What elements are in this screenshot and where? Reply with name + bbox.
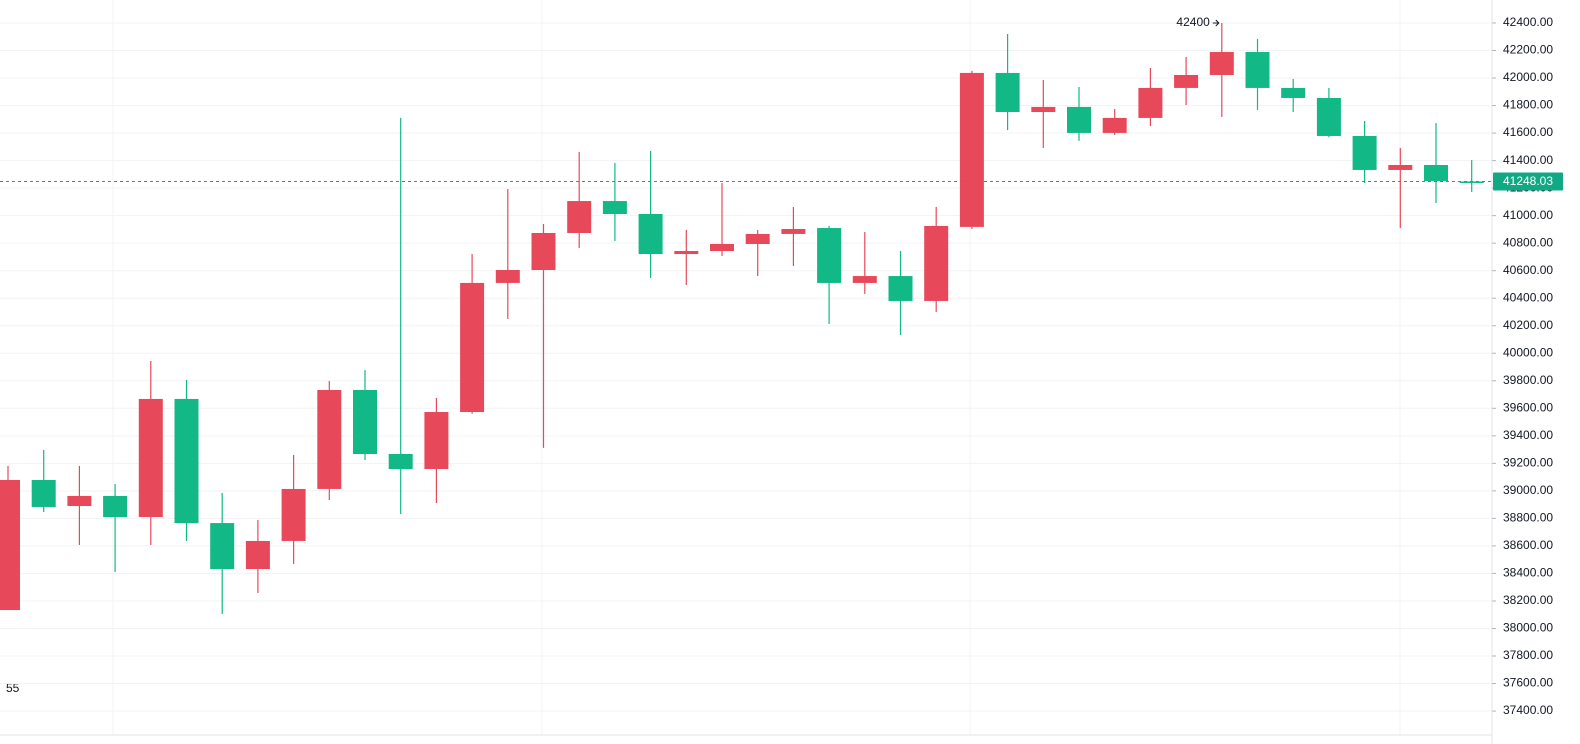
y-tick-label: 37600.00 — [1503, 676, 1553, 690]
y-tick-label: 39800.00 — [1503, 373, 1553, 387]
candle-body — [1281, 87, 1306, 98]
y-tick-label: 38200.00 — [1503, 593, 1553, 607]
candle-body — [995, 72, 1020, 113]
y-tick-label: 41800.00 — [1503, 98, 1553, 112]
last-price-badge — [1493, 172, 1563, 191]
y-tick-label: 38400.00 — [1503, 566, 1553, 580]
candle-body — [0, 480, 20, 611]
y-tick-label: 41400.00 — [1503, 153, 1553, 167]
y-tick-label: 39000.00 — [1503, 483, 1553, 497]
corner-label: 55 — [6, 681, 20, 695]
y-tick-label: 40400.00 — [1503, 290, 1553, 304]
y-tick-label: 42000.00 — [1503, 70, 1553, 84]
candle-body — [745, 233, 770, 244]
candle-body — [710, 243, 734, 252]
candle-body — [638, 213, 663, 255]
y-tick-label: 38800.00 — [1503, 511, 1553, 525]
y-tick-label: 38000.00 — [1503, 621, 1553, 635]
y-tick-label: 41000.00 — [1503, 208, 1553, 222]
y-tick-label: 42200.00 — [1503, 43, 1553, 57]
candle-body — [388, 453, 413, 469]
candle-body — [1102, 117, 1127, 133]
candle-body — [317, 390, 342, 489]
candle-body — [567, 201, 592, 233]
y-tick-label: 39200.00 — [1503, 456, 1553, 470]
candle-body — [1209, 52, 1234, 75]
candle-body — [602, 201, 627, 214]
candle-body — [281, 488, 306, 541]
candle-body — [424, 412, 449, 469]
candle-body — [1067, 106, 1091, 133]
candle-body — [924, 225, 949, 301]
candle-body — [531, 232, 556, 270]
candle-body — [103, 495, 128, 518]
candle-body — [1316, 97, 1341, 136]
candle-body — [959, 72, 984, 227]
candle-body — [138, 398, 163, 518]
candle-body — [781, 228, 806, 234]
candle-body — [31, 480, 56, 507]
candle-body — [1424, 165, 1448, 181]
y-tick-label: 41600.00 — [1503, 125, 1553, 139]
y-tick-label: 39400.00 — [1503, 428, 1553, 442]
candle-body — [817, 228, 842, 283]
candle-body — [888, 276, 913, 301]
candle-body — [674, 251, 699, 255]
high-marker-arrow — [1212, 19, 1220, 27]
y-tick-label: 38600.00 — [1503, 538, 1553, 552]
y-tick-label: 40600.00 — [1503, 263, 1553, 277]
candle-body — [852, 276, 877, 283]
candle-body — [245, 540, 270, 570]
candle-body — [1245, 52, 1270, 88]
last-price-label: 41248.03 — [1503, 174, 1553, 188]
y-tick-label: 40200.00 — [1503, 318, 1553, 332]
candle-body — [1352, 135, 1377, 170]
candle-body — [174, 398, 199, 524]
y-tick-label: 37400.00 — [1503, 703, 1553, 717]
y-tick-label: 37800.00 — [1503, 648, 1553, 662]
y-tick-label: 39600.00 — [1503, 400, 1553, 414]
candle-body — [210, 523, 235, 570]
candle-body — [67, 495, 92, 507]
candle-body — [353, 390, 377, 454]
candle-body — [1031, 106, 1056, 113]
candle-body — [460, 282, 485, 413]
candle-body — [1138, 87, 1163, 118]
y-tick-label: 42400.00 — [1503, 15, 1553, 29]
y-tick-label: 40800.00 — [1503, 235, 1553, 249]
high-marker-label: 42400 — [1176, 15, 1210, 29]
candle-body — [495, 270, 520, 283]
candle-body — [1459, 181, 1484, 184]
candle-body — [1174, 75, 1199, 88]
y-tick-label: 40000.00 — [1503, 345, 1553, 359]
candle-body — [1388, 165, 1413, 170]
